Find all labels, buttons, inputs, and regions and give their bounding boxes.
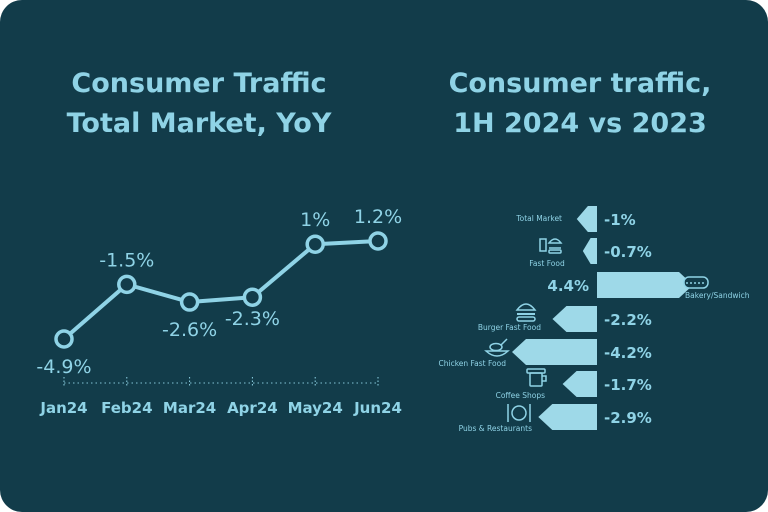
data-label: -2.3% xyxy=(225,308,280,330)
bar-row: -2.9% Pubs & Restaurants xyxy=(459,404,652,433)
plate-shape xyxy=(511,405,527,421)
bar xyxy=(582,238,597,264)
left-chart-title: Consumer Traffic Total Market, YoY xyxy=(44,64,354,144)
coffee-icon xyxy=(526,368,547,387)
bun-top-shape xyxy=(515,303,537,311)
data-point xyxy=(368,231,388,251)
x-tick-label: Jun24 xyxy=(353,399,402,417)
cup-shape xyxy=(529,372,543,387)
lid-shape xyxy=(526,368,546,374)
category-label: Coffee Shops xyxy=(496,391,545,400)
value-label: -2.9% xyxy=(604,409,652,427)
handle-shape xyxy=(542,375,547,382)
data-point xyxy=(305,234,325,254)
left-title-line-2: Total Market, YoY xyxy=(66,108,332,139)
right-title-line-1: Consumer traffic, xyxy=(448,68,712,99)
category-label: Burger Fast Food xyxy=(478,323,541,332)
category-label: Chicken Fast Food xyxy=(439,359,507,368)
x-tick-label: Feb24 xyxy=(101,399,152,417)
left-title-line-1: Consumer Traffic xyxy=(71,68,327,99)
bar-row: -0.7% Fast Food xyxy=(529,238,652,268)
sandwich-icon xyxy=(683,276,709,289)
bun-top-shape xyxy=(547,238,563,244)
bar xyxy=(597,272,693,298)
bar-row: -2.2% Burger Fast Food xyxy=(478,303,652,332)
data-label: -2.6% xyxy=(162,319,217,341)
category-label: Total Market xyxy=(515,214,562,223)
drumstick-shape xyxy=(489,342,503,352)
bar xyxy=(562,371,597,397)
x-tick-label: Mar24 xyxy=(163,399,216,417)
right-chart-title: Consumer traffic, 1H 2024 vs 2023 xyxy=(425,64,735,144)
x-tick-label: Apr24 xyxy=(227,399,278,417)
bone-shape xyxy=(500,338,508,346)
burger-icon xyxy=(515,303,537,322)
data-point xyxy=(117,274,137,295)
x-tick-label: May24 xyxy=(288,399,343,417)
bar xyxy=(552,306,597,332)
data-point xyxy=(179,292,200,312)
x-tick-label: Jan24 xyxy=(39,399,87,417)
plate-cutlery-icon xyxy=(507,404,531,422)
value-label: 4.4% xyxy=(547,277,589,295)
bun-bottom-shape xyxy=(548,249,562,254)
series-line xyxy=(62,239,380,341)
category-label: Fast Food xyxy=(529,259,565,268)
bar-row: 4.4% Bakery/Sandwich xyxy=(547,272,750,300)
data-label: 1% xyxy=(300,209,330,231)
value-label: -0.7% xyxy=(604,243,652,261)
bar xyxy=(576,206,597,232)
value-label: -2.2% xyxy=(604,311,652,329)
data-label: 1.2% xyxy=(354,206,402,228)
bowl-shape xyxy=(484,350,510,357)
bun-bottom-shape xyxy=(516,316,536,322)
category-label: Pubs & Restaurants xyxy=(459,424,532,433)
value-label: -1% xyxy=(604,211,636,229)
bar-row: -1% Total Market xyxy=(515,206,636,232)
data-point xyxy=(242,287,263,307)
right-title-line-2: 1H 2024 vs 2023 xyxy=(453,108,707,139)
bar xyxy=(512,339,597,365)
fast-food-icon xyxy=(539,238,563,254)
data-label: -4.9% xyxy=(36,356,91,378)
data-label: -1.5% xyxy=(99,249,154,271)
bar-row: -4.2% Chicken Fast Food xyxy=(439,338,652,368)
data-point xyxy=(54,329,74,349)
cup-shape xyxy=(539,238,547,252)
value-label: -4.2% xyxy=(604,344,652,362)
bar xyxy=(538,404,597,430)
bar-row: -1.7% Coffee Shops xyxy=(496,368,652,400)
chicken-icon xyxy=(484,338,510,357)
category-label: Bakery/Sandwich xyxy=(685,291,750,300)
value-label: -1.7% xyxy=(604,376,652,394)
